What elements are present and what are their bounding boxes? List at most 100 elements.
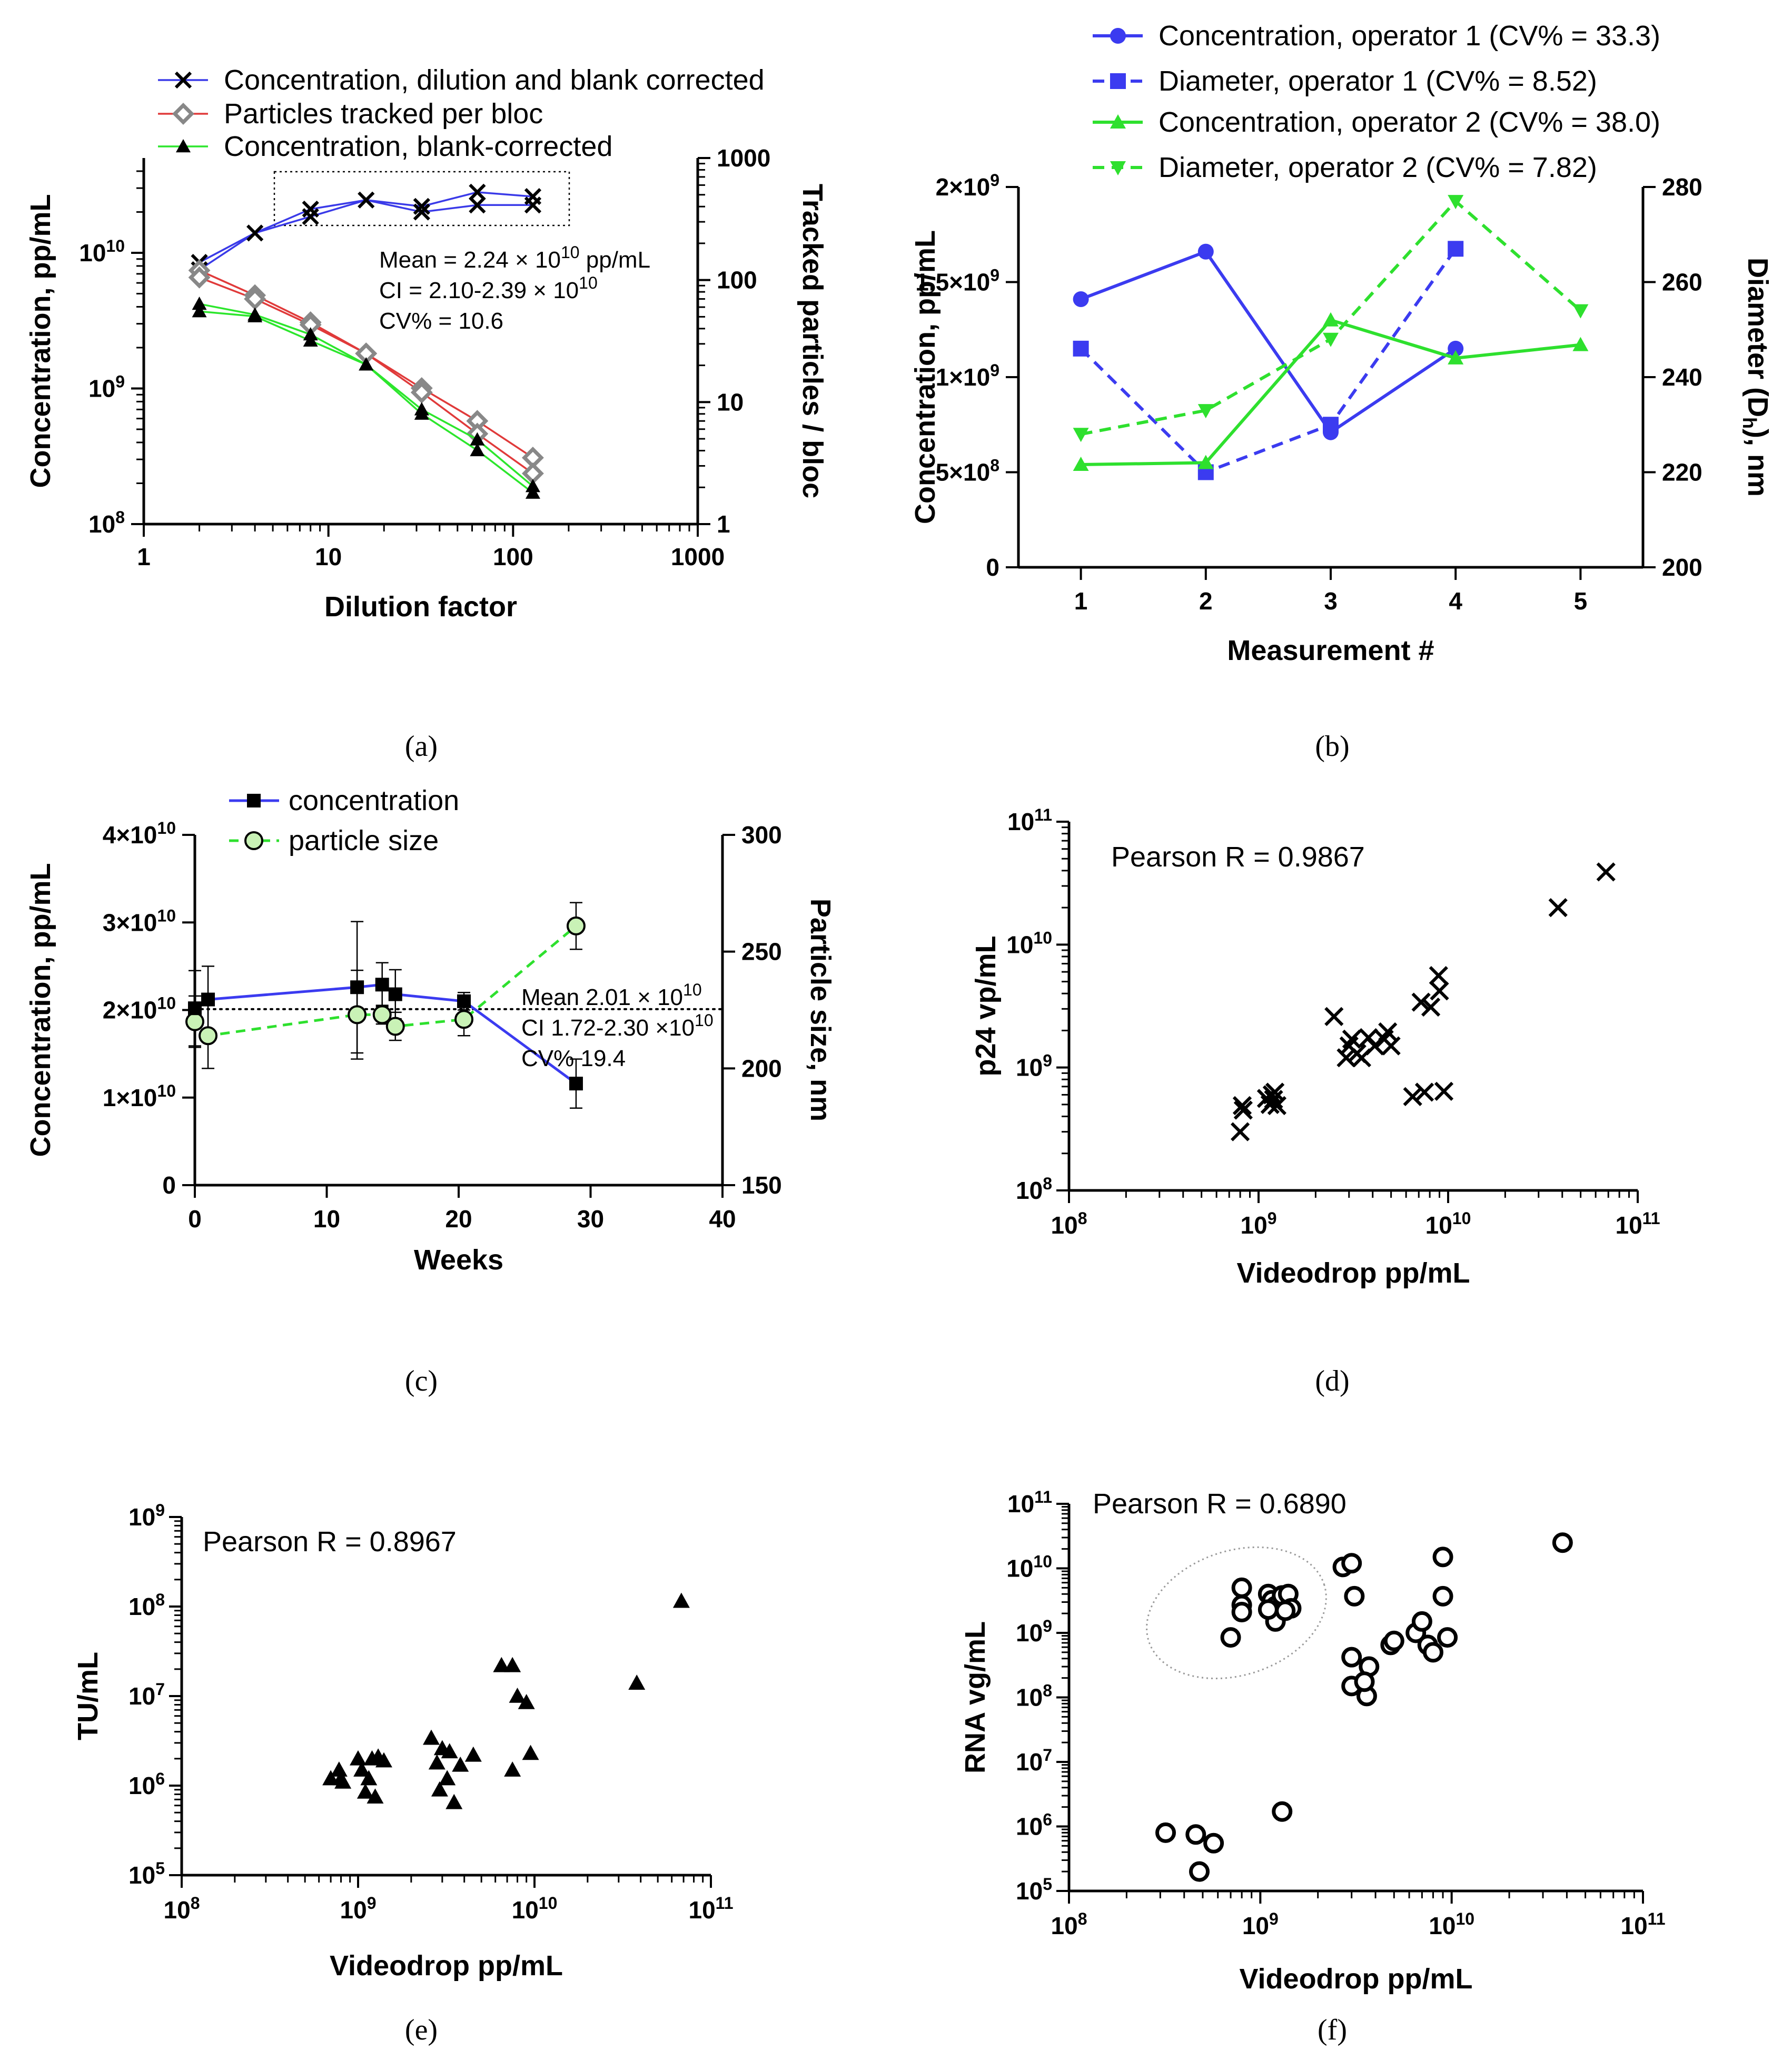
data-point [1189,1861,1210,1882]
y-tick-label: 5×108 [936,456,999,486]
data-point [1430,981,1449,1001]
data-point [1323,312,1339,327]
legend-marker [176,139,191,153]
data-point [628,1674,646,1690]
y2-tick-label: 150 [741,1171,782,1199]
y-tick-label: 1010 [1006,928,1052,958]
y2-tick-label: 300 [741,821,782,849]
x-tick-label: 2 [1199,587,1213,615]
x-tick-label: 10 [315,543,342,570]
legend-label: Concentration, blank-corrected [224,131,612,162]
data-point [414,406,429,420]
y-tick-label: 1010 [1006,1552,1052,1582]
y-tick-label: 108 [1016,1681,1052,1711]
data-point [457,994,471,1008]
data-point [375,1752,392,1768]
mean-annotation: Mean = 2.24 × 1010 pp/mL [379,243,650,273]
data-point [302,208,319,225]
data-point [410,381,433,403]
data-point [1448,340,1464,357]
ci-annotation: CI = 2.10-2.39 × 1010 [379,273,598,303]
x-tick-label: 4 [1449,587,1462,615]
data-point [1073,457,1089,471]
data-point [672,1592,690,1608]
data-point [470,442,485,457]
legend: concentration particle size [229,785,459,856]
cv-annotation: CV% 19.4 [521,1046,626,1071]
data-point [454,1010,474,1029]
y-tick-label: 0 [986,554,999,581]
legend-marker [244,831,263,850]
data-point [1432,1546,1453,1568]
data-point [423,1729,440,1745]
x-tick-label: 10 [313,1205,340,1233]
data-point [428,1754,445,1770]
y-tick-label: 3×1010 [103,906,176,936]
marker-stroke [302,200,319,218]
legend-marker [172,103,194,125]
panel-label: (c) [405,1365,438,1397]
y-tick-label: 107 [1016,1746,1052,1776]
y-tick-label: 105 [128,1859,165,1889]
marker-stroke [1421,997,1441,1017]
data-point [504,1657,521,1672]
data-point [388,987,402,1001]
data-point [1073,291,1089,307]
marker-stroke [1232,1096,1252,1116]
y2-axis-title: Diameter (Dh), nm [1739,258,1774,497]
data-point [1434,1081,1454,1101]
data-point [1258,1599,1279,1620]
data-point [1432,1585,1453,1607]
data-point [525,485,540,499]
y2-tick-label: 220 [1662,459,1702,486]
data-point [445,1794,463,1809]
y-tick-label: 2×1010 [103,994,176,1024]
marker-stroke [524,196,542,214]
y2-tick-label: 260 [1662,269,1702,296]
marker-stroke [1430,981,1449,1001]
panel-label: (e) [405,2014,438,2046]
y-axis-title: Concentration, pp/mL [909,230,941,524]
marker-stroke [469,183,486,201]
y-tick-label: 0 [162,1171,176,1199]
data-point [1448,241,1464,257]
legend-label: Concentration, dilution and blank correc… [224,64,765,96]
data-point [1275,1600,1296,1621]
highlight-box [273,171,570,226]
data-point [1572,337,1589,351]
ci-annotation: CI 1.72-2.30 ×1010 [521,1011,714,1041]
panel-label: (f) [1318,2014,1347,2046]
data-point [1437,1627,1458,1648]
x-tick-label: 1 [137,543,151,570]
data-point [1374,1029,1394,1049]
marker-stroke [1265,1082,1285,1102]
data-point [1272,1801,1293,1822]
cluster-ellipse [1146,1546,1327,1680]
y2-tick-label: 1 [717,510,730,538]
x-tick-label: 108 [1051,1909,1087,1939]
data-point [566,916,586,935]
x-axis-title: Videodrop pp/mL [1240,1963,1473,1995]
y2-tick-label: 240 [1662,363,1702,391]
data-point [302,200,319,218]
panel-a-chart: 1 10 100 1000 108 109 1010 1 10 100 1000 Dilution f… [25,64,828,763]
y-tick-label: 2×109 [936,171,999,201]
marker-stroke [1414,1082,1434,1102]
x-tick-label: 1010 [512,1894,558,1924]
marker-stroke [1411,992,1431,1012]
legend-marker [247,794,261,807]
data-point [469,183,486,201]
data-point [375,978,389,992]
data-point [192,304,207,318]
x-tick-label: 108 [164,1894,200,1924]
data-point [358,191,375,209]
data-point [1411,1611,1432,1632]
x-tick-label: 1011 [689,1894,734,1924]
y-tick-label: 4×1010 [103,819,176,849]
x-tick-label: 1000 [671,543,725,570]
data-point [413,198,430,215]
data-point [1073,340,1089,357]
x-axis-title: Weeks [414,1244,503,1276]
data-point [1403,1087,1422,1106]
x-axis-title: Videodrop pp/mL [1237,1257,1470,1289]
